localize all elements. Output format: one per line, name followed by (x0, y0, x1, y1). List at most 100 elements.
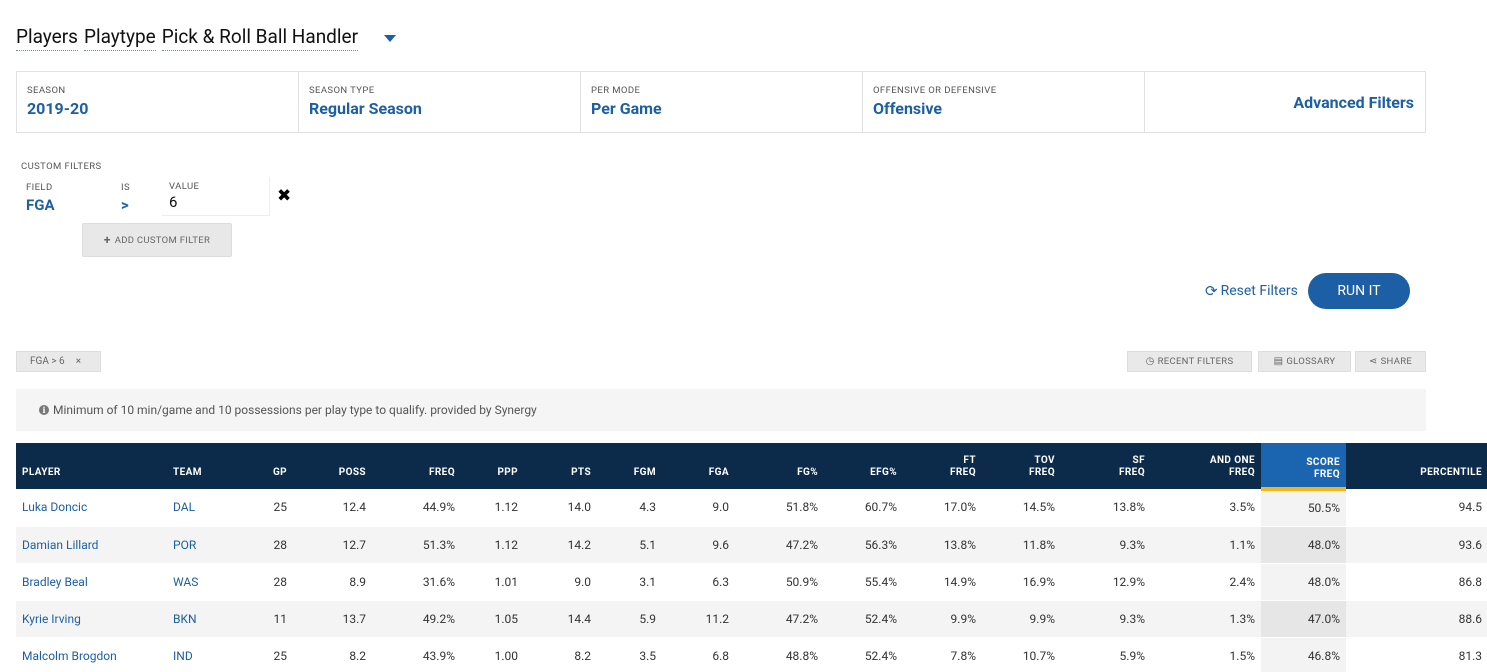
table-row: Malcolm Brogdon IND 25 8.2 43.9% 1.00 8.2 3.5 6.… (16, 637, 1487, 672)
column-header[interactable]: SF FREQ (1061, 443, 1151, 489)
season-filter[interactable]: SEASON 2019-20 (17, 72, 299, 132)
add-custom-filter-button[interactable]: + ADD CUSTOM FILTER (82, 223, 232, 257)
table-cell: 3.5 (597, 637, 662, 672)
column-header-line2: PERCENTILE (1420, 467, 1482, 478)
operator-value[interactable]: > (121, 196, 129, 214)
column-header[interactable]: TEAM (167, 443, 251, 489)
column-header[interactable]: TOV FREQ (982, 443, 1061, 489)
table-cell: 50.9% (735, 563, 824, 601)
title-playtype-value-dropdown[interactable]: Pick & Roll Ball Handler (161, 25, 359, 51)
table-cell: 28 (251, 526, 293, 564)
table-cell: 52.4% (824, 600, 903, 638)
column-header[interactable]: PPP (461, 443, 524, 489)
table-cell: 4.3 (597, 489, 662, 527)
table-cell: 14.5% (982, 489, 1061, 527)
filter-value[interactable]: Regular Season (309, 99, 422, 118)
reset-filters-label: Reset Filters (1220, 283, 1298, 299)
table-cell: 9.0 (524, 563, 597, 601)
table-cell: 48.8% (735, 637, 824, 672)
column-header-line2: PLAYER (22, 467, 61, 478)
table-cell: 51.3% (372, 526, 461, 564)
advanced-filters-link[interactable]: Advanced Filters (1293, 92, 1414, 112)
custom-filter-operator[interactable]: IS > (121, 182, 130, 214)
active-filter-chip[interactable]: FGA > 6 × (16, 351, 101, 372)
table-cell: 10.7% (982, 637, 1061, 672)
table-header: PLAYER TEAM GP POSS FREQ PPP PTS FGM FGA FG% EFG% F… (16, 443, 1487, 491)
column-header-line2: FGM (633, 467, 656, 478)
season-type-filter[interactable]: SEASON TYPE Regular Season (299, 72, 581, 132)
table-cell: 86.8 (1346, 563, 1487, 601)
reset-filters-link[interactable]: ⟳ Reset Filters (1205, 282, 1298, 300)
custom-filter-field[interactable]: FIELD FGA (26, 182, 55, 214)
column-header[interactable]: PTS (524, 443, 597, 489)
value-text[interactable]: 6 (169, 193, 178, 211)
table-cell: 11.8% (982, 526, 1061, 564)
run-it-button[interactable]: RUN IT (1308, 273, 1410, 309)
table-cell: 6.8 (662, 637, 735, 672)
column-header[interactable]: PLAYER (16, 443, 167, 489)
glossary-button[interactable]: ▤ GLOSSARY (1258, 351, 1351, 372)
team-link[interactable]: BKN (167, 600, 251, 638)
column-header[interactable]: AND ONE FREQ (1151, 443, 1261, 489)
table-cell: 44.9% (372, 489, 461, 527)
player-link[interactable]: Malcolm Brogdon (16, 637, 167, 672)
per-mode-filter[interactable]: PER MODE Per Game (581, 72, 863, 132)
stats-table: PLAYER TEAM GP POSS FREQ PPP PTS FGM FGA FG% EFG% F… (16, 443, 1487, 672)
column-header[interactable]: FREQ (372, 443, 461, 489)
team-link[interactable]: WAS (167, 563, 251, 601)
plus-icon: + (103, 233, 111, 247)
column-header[interactable]: FGA (662, 443, 735, 489)
page-title: Players Playtype Pick & Roll Ball Handle… (16, 24, 397, 52)
share-button[interactable]: ⋖ SHARE (1355, 351, 1426, 372)
value-label: VALUE (169, 181, 200, 192)
player-link[interactable]: Damian Lillard (16, 526, 167, 564)
column-header[interactable]: GP (251, 443, 293, 489)
offense-defense-filter[interactable]: OFFENSIVE OR DEFENSIVE Offensive (863, 72, 1145, 132)
recent-filters-button[interactable]: ◷ RECENT FILTERS (1127, 351, 1252, 372)
title-playtype-dropdown[interactable]: Playtype (84, 25, 156, 51)
column-header[interactable]: FGM (597, 443, 662, 489)
table-row: Damian Lillard POR 28 12.7 51.3% 1.12 14.2 5.1 9… (16, 526, 1487, 564)
column-header-line2: EFG% (870, 467, 897, 478)
player-link[interactable]: Luka Doncic (16, 489, 167, 527)
table-cell: 49.2% (372, 600, 461, 638)
team-link[interactable]: POR (167, 526, 251, 564)
column-header[interactable]: EFG% (824, 443, 903, 489)
table-cell: 9.9% (903, 600, 982, 638)
column-header[interactable]: FT FREQ (903, 443, 982, 489)
field-value[interactable]: FGA (26, 196, 55, 214)
table-row: Kyrie Irving BKN 11 13.7 49.2% 1.05 14.4 5.9 11.… (16, 600, 1487, 638)
recent-filters-label: RECENT FILTERS (1157, 356, 1234, 367)
table-cell: 1.05 (461, 600, 524, 638)
filter-value[interactable]: Per Game (591, 99, 662, 118)
remove-filter-icon[interactable]: ✖ (277, 186, 292, 206)
column-header-line2: FREQ (949, 467, 976, 478)
team-link[interactable]: DAL (167, 489, 251, 527)
column-header[interactable]: FG% (735, 443, 824, 489)
column-header-line2: FREQ (428, 467, 455, 478)
table-cell: 3.5% (1151, 489, 1261, 527)
filter-bar: SEASON 2019-20 SEASON TYPE Regular Seaso… (16, 71, 1426, 133)
team-link[interactable]: IND (167, 637, 251, 672)
caret-down-icon[interactable] (384, 34, 397, 42)
column-header[interactable]: POSS (293, 443, 372, 489)
table-cell: 2.4% (1151, 563, 1261, 601)
filter-value[interactable]: Offensive (873, 99, 942, 118)
table-cell: 52.4% (824, 637, 903, 672)
table-cell: 31.6% (372, 563, 461, 601)
table-cell: 50.5% (1261, 489, 1346, 527)
title-players-dropdown[interactable]: Players (16, 25, 78, 51)
custom-filter-value-input[interactable]: VALUE 6 (162, 177, 270, 216)
player-link[interactable]: Bradley Beal (16, 563, 167, 601)
column-header[interactable]: SCORE FREQ (1261, 443, 1346, 491)
table-cell: 9.9% (982, 600, 1061, 638)
table-cell: 9.6 (662, 526, 735, 564)
table-cell: 5.9 (597, 600, 662, 638)
filter-value[interactable]: 2019-20 (27, 99, 89, 118)
column-header[interactable]: PERCENTILE (1346, 443, 1487, 489)
table-cell: 28 (251, 563, 293, 601)
table-cell: 1.01 (461, 563, 524, 601)
player-link[interactable]: Kyrie Irving (16, 600, 167, 638)
column-header-line1: SF (1132, 455, 1145, 466)
close-icon[interactable]: × (75, 356, 82, 367)
